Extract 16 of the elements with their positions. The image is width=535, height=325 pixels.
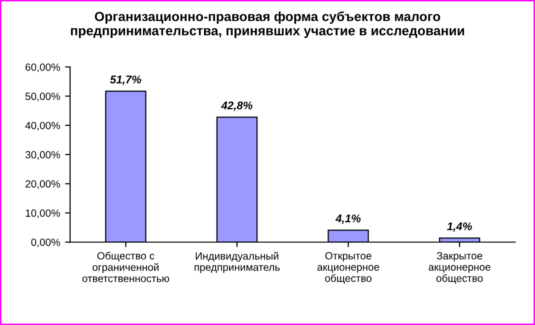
y-tick-label: 30,00% (25, 151, 60, 160)
x-tick-label: Закрытое акционерное общество (428, 252, 490, 284)
data-label: 42,8% (221, 102, 252, 112)
y-tick-label: 60,00% (26, 63, 60, 72)
x-tick-label: Общество с ограниченной ответственностью (82, 252, 170, 282)
y-tick-label: 20,00% (26, 180, 60, 189)
chart-title: Организационно-правовая форма субъектов малого предпринимательства, принявших участие в исследовании (71, 11, 464, 38)
x-tick-label: Индивидуальный предприниматель (194, 252, 280, 273)
data-label: 1,4% (447, 222, 472, 232)
x-tick-label: Открытое акционерное общество (317, 252, 380, 284)
y-tick-label: 0,00% (31, 238, 60, 248)
y-tick-label: 10,00% (26, 209, 60, 218)
data-label: 4,1% (335, 214, 361, 224)
data-label: 51,7% (110, 76, 142, 86)
y-tick-label: 40,00% (25, 122, 60, 130)
y-tick-label: 50,00% (25, 92, 60, 102)
